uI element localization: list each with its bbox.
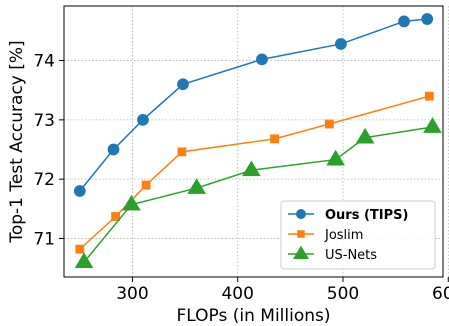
plot-frame xyxy=(63,5,444,278)
data-point xyxy=(355,127,375,144)
x-tick-label: 500 xyxy=(327,284,359,304)
data-point xyxy=(242,160,261,177)
legend-label: US-Nets xyxy=(325,248,377,263)
series-ours-tips xyxy=(73,13,434,197)
data-point xyxy=(335,38,347,50)
data-point xyxy=(111,212,120,221)
data-point xyxy=(297,230,305,238)
legend-item: Ours (TIPS) xyxy=(288,208,408,223)
legend-box xyxy=(280,200,436,270)
legend-item: Joslim xyxy=(288,228,363,243)
y-tick-label: 73 xyxy=(33,111,55,131)
x-tick-label: 400 xyxy=(221,284,253,304)
data-point xyxy=(75,244,85,254)
series-layer xyxy=(73,13,442,269)
data-point xyxy=(187,178,206,194)
ticks: 300 400 500 600 71 72 73 74 xyxy=(33,52,449,304)
data-point xyxy=(177,147,187,157)
data-point xyxy=(326,149,345,166)
series-joslim xyxy=(75,91,434,254)
legend: Ours (TIPS) Joslim US-Nets xyxy=(280,200,436,270)
data-point xyxy=(107,143,120,156)
y-tick-label: 71 xyxy=(33,229,55,249)
data-point xyxy=(73,185,86,197)
legend-label: Joslim xyxy=(324,228,363,243)
data-point xyxy=(177,78,189,91)
data-point xyxy=(324,119,334,129)
data-point xyxy=(270,134,279,144)
y-tick-label: 74 xyxy=(33,52,55,72)
data-point xyxy=(398,15,410,28)
data-point xyxy=(141,180,151,190)
x-axis-label: FLOPs (in Millions) xyxy=(177,306,331,326)
series-line xyxy=(79,18,428,192)
y-tick-label: 72 xyxy=(33,170,55,190)
data-point xyxy=(424,91,434,101)
data-point xyxy=(256,53,268,66)
x-tick-label: 600 xyxy=(432,284,449,304)
data-point xyxy=(296,209,306,219)
data-point xyxy=(421,13,434,25)
data-point xyxy=(74,252,94,269)
legend-label: Ours (TIPS) xyxy=(325,208,408,223)
data-point xyxy=(293,245,309,259)
legend-item: US-Nets xyxy=(288,245,377,263)
data-point xyxy=(122,194,141,211)
y-axis-label: Top-1 Test Accuracy [%] xyxy=(7,40,27,243)
data-point xyxy=(423,117,442,133)
data-point xyxy=(137,113,149,126)
x-tick-label: 300 xyxy=(116,284,148,304)
series-us-nets xyxy=(74,117,442,269)
